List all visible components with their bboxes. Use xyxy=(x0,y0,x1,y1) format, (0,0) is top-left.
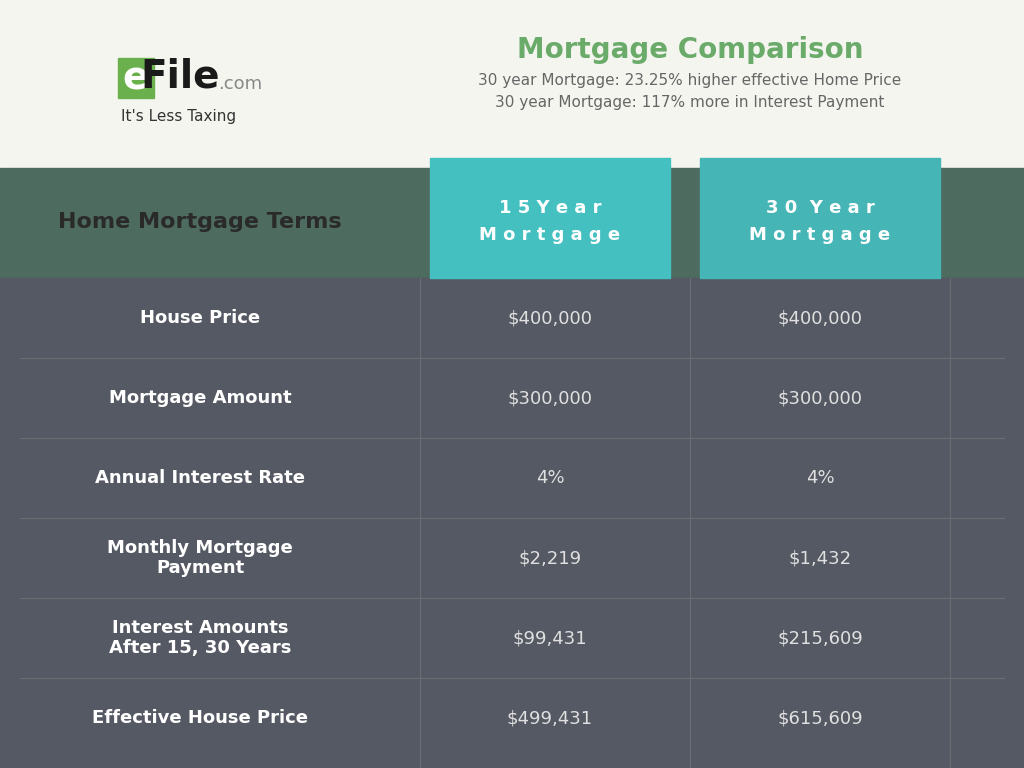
Text: File: File xyxy=(140,57,220,95)
Text: $1,432: $1,432 xyxy=(788,549,852,567)
Text: House Price: House Price xyxy=(140,309,260,327)
Text: 4%: 4% xyxy=(806,469,835,487)
Text: $615,609: $615,609 xyxy=(777,709,863,727)
Text: e: e xyxy=(123,59,150,97)
Text: $300,000: $300,000 xyxy=(508,389,593,407)
Text: Interest Amounts
After 15, 30 Years: Interest Amounts After 15, 30 Years xyxy=(109,618,291,657)
Text: 3 0  Y e a r: 3 0 Y e a r xyxy=(766,199,874,217)
Text: Mortgage Comparison: Mortgage Comparison xyxy=(517,36,863,64)
Text: $99,431: $99,431 xyxy=(513,629,588,647)
Text: $400,000: $400,000 xyxy=(777,309,862,327)
Bar xyxy=(118,58,154,98)
Text: .com: .com xyxy=(218,75,262,93)
Text: M o r t g a g e: M o r t g a g e xyxy=(750,226,891,244)
Bar xyxy=(430,158,670,278)
Text: Annual Interest Rate: Annual Interest Rate xyxy=(95,469,305,487)
Text: M o r t g a g e: M o r t g a g e xyxy=(479,226,621,244)
Text: It's Less Taxing: It's Less Taxing xyxy=(121,108,237,124)
Text: $215,609: $215,609 xyxy=(777,629,863,647)
Text: $499,431: $499,431 xyxy=(507,709,593,727)
Bar xyxy=(700,158,940,278)
Bar xyxy=(0,0,1024,188)
Bar xyxy=(0,168,1024,278)
Text: 30 year Mortgage: 23.25% higher effective Home Price: 30 year Mortgage: 23.25% higher effectiv… xyxy=(478,72,901,88)
Text: Home Mortgage Terms: Home Mortgage Terms xyxy=(58,212,342,232)
Text: $400,000: $400,000 xyxy=(508,309,593,327)
Text: $2,219: $2,219 xyxy=(518,549,582,567)
Text: Mortgage Amount: Mortgage Amount xyxy=(109,389,291,407)
Text: 4%: 4% xyxy=(536,469,564,487)
Bar xyxy=(0,278,1024,768)
Text: Monthly Mortgage
Payment: Monthly Mortgage Payment xyxy=(108,538,293,578)
Text: Effective House Price: Effective House Price xyxy=(92,709,308,727)
Text: 1 5 Y e a r: 1 5 Y e a r xyxy=(499,199,601,217)
Text: 30 year Mortgage: 117% more in Interest Payment: 30 year Mortgage: 117% more in Interest … xyxy=(496,94,885,110)
Text: $300,000: $300,000 xyxy=(777,389,862,407)
